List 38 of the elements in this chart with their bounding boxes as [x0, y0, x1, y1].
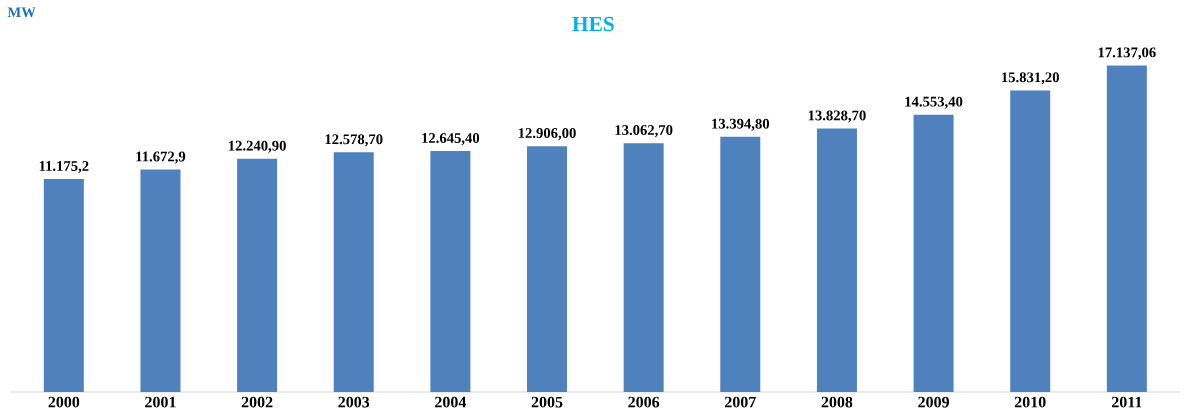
x-tick-label: 2007	[724, 396, 756, 408]
data-label: 15.831,20	[1002, 72, 1059, 85]
data-label: 13.828,70	[808, 110, 866, 123]
data-label: 12.645,40	[422, 133, 480, 146]
bar	[430, 151, 471, 392]
x-tick-label: 2011	[1111, 396, 1142, 408]
data-label: 11.175,2	[39, 161, 89, 174]
bar	[140, 169, 181, 392]
chart-title: HES	[572, 16, 614, 32]
x-tick-label: 2004	[435, 396, 467, 408]
bar	[1010, 90, 1051, 392]
bar	[816, 128, 857, 392]
data-label: 12.906,00	[518, 128, 576, 141]
bar	[913, 114, 954, 392]
data-label: 12.240,90	[228, 140, 286, 153]
x-tick-label: 2008	[821, 396, 853, 408]
x-tick-label: 2003	[338, 396, 370, 408]
x-tick-label: 2010	[1014, 396, 1046, 408]
bar	[333, 152, 374, 392]
bar	[237, 158, 278, 392]
x-tick-label: 2000	[48, 396, 80, 408]
bar	[43, 179, 84, 392]
bar	[720, 136, 761, 392]
x-tick-label: 2006	[628, 396, 660, 408]
data-label: 11.672,9	[136, 151, 186, 164]
bar	[623, 143, 664, 392]
data-label: 12.578,70	[325, 134, 383, 147]
x-tick-label: 2002	[241, 396, 273, 408]
data-label: 13.394,80	[712, 118, 770, 131]
x-tick-label: 2005	[531, 396, 563, 408]
bar	[527, 146, 568, 392]
x-tick-label: 2001	[145, 396, 176, 408]
data-label: 14.553,40	[905, 96, 963, 109]
x-tick-label: 2009	[918, 396, 949, 408]
y-axis-title: MW	[7, 7, 36, 18]
bar	[1106, 65, 1147, 392]
data-label: 13.062,70	[615, 125, 673, 138]
data-label: 17.137,06	[1098, 47, 1156, 60]
